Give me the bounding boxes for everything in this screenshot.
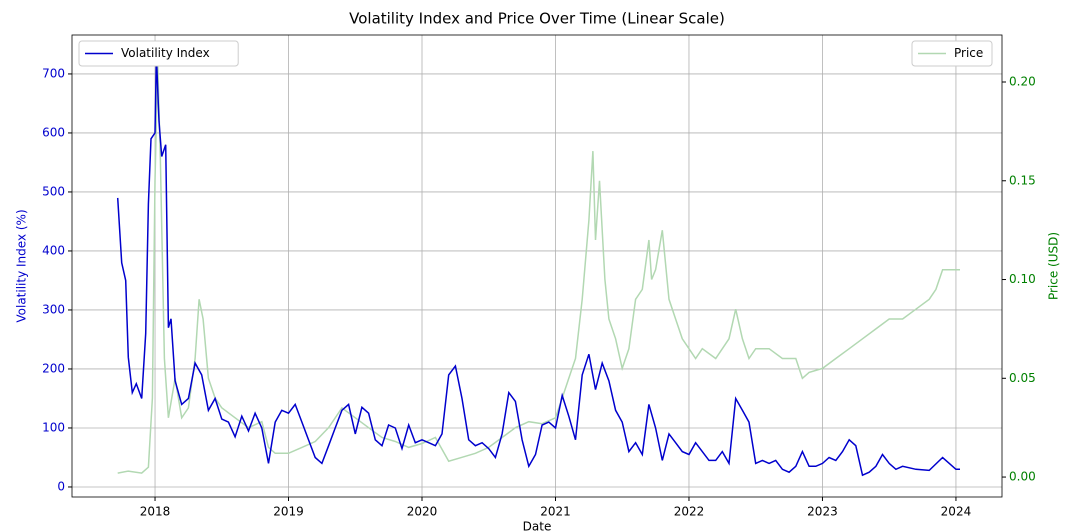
x-tick-label: 2024 xyxy=(941,505,972,519)
y-tick-label: 200 xyxy=(42,361,65,375)
y2-tick-label: 0.15 xyxy=(1009,173,1036,187)
y-axis-label: Volatility Index (%) xyxy=(15,209,29,322)
x-tick-label: 2020 xyxy=(407,505,438,519)
plot-frame xyxy=(71,34,1003,498)
y2-axis-label: Price (USD) xyxy=(1047,232,1061,300)
legend-label: Price xyxy=(954,46,983,60)
x-tick-label: 2021 xyxy=(540,505,571,519)
series-line xyxy=(117,62,960,474)
y-tick-label: 400 xyxy=(42,243,65,257)
legend-box xyxy=(911,40,993,67)
y2-tick-label: 0.05 xyxy=(1009,371,1036,385)
chart-title: Volatility Index and Price Over Time (Li… xyxy=(349,10,725,28)
x-tick-label: 2023 xyxy=(807,505,838,519)
legend-label: Volatility Index xyxy=(121,46,210,60)
x-tick-label: 2019 xyxy=(273,505,304,519)
y-tick-label: 100 xyxy=(42,420,65,434)
y-tick-label: 0 xyxy=(57,479,65,493)
y-tick-label: 700 xyxy=(42,66,65,80)
legend-box xyxy=(78,40,239,67)
x-tick-label: 2022 xyxy=(674,505,705,519)
y-tick-label: 600 xyxy=(42,125,65,139)
x-axis-label: Date xyxy=(523,520,552,532)
x-tick-label: 2018 xyxy=(140,505,171,519)
series-line xyxy=(116,56,960,477)
y2-tick-label: 0.20 xyxy=(1009,75,1036,89)
y2-tick-label: 0.00 xyxy=(1009,470,1036,484)
y-tick-label: 300 xyxy=(42,302,65,316)
y-tick-label: 500 xyxy=(42,184,65,198)
y2-tick-label: 0.10 xyxy=(1009,272,1036,286)
